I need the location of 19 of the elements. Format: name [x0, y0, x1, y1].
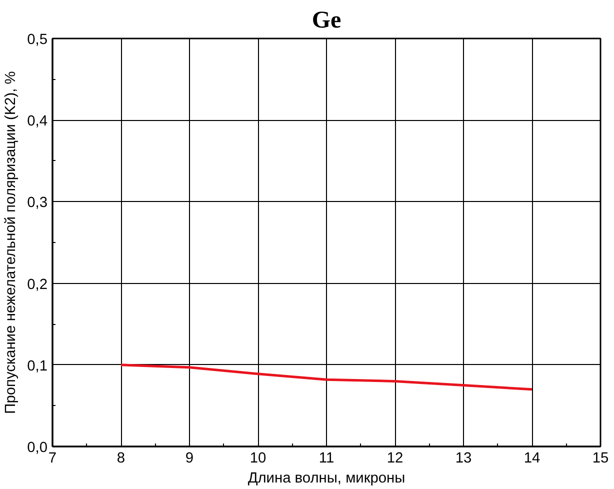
chart-title: Ge	[312, 8, 342, 34]
x-axis-title: Длина волны, микроны	[248, 470, 406, 486]
x-tick-label: 9	[185, 450, 194, 466]
x-tick-label: 10	[250, 450, 266, 466]
y-tick-label: 0,4	[27, 114, 48, 130]
x-tick-label: 15	[592, 450, 609, 466]
line-series	[120, 364, 534, 391]
x-tick-label: 14	[524, 450, 540, 466]
x-tick-label: 8	[116, 450, 126, 466]
y-tick-label: 0,1	[27, 358, 48, 374]
x-tick-label: 7	[48, 450, 57, 466]
y-tick-label: 0,0	[27, 440, 48, 456]
y-tick-label: 0,3	[27, 195, 48, 212]
x-tick-label: 12	[386, 450, 404, 466]
y-axis-title: Пропускание нежелательной поляризации (K2), %	[3, 71, 20, 414]
y-tick-label: 0,2	[27, 276, 48, 293]
x-tick-label: 11	[318, 450, 334, 466]
y-tick-label: 0,5	[27, 32, 48, 48]
x-tick-label: 13	[455, 450, 472, 466]
